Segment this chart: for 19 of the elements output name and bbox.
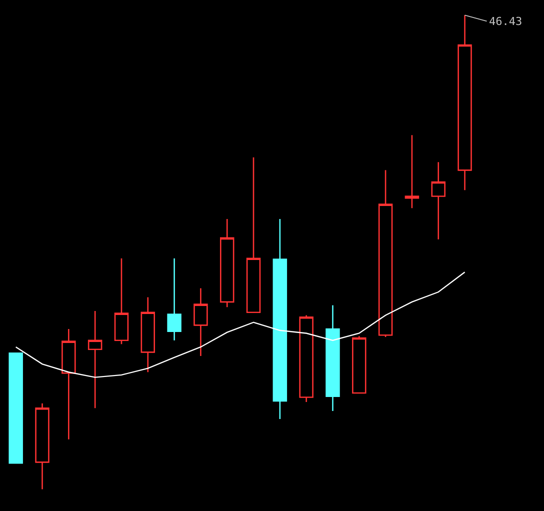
candlestick	[272, 218, 288, 420]
candlestick	[114, 258, 129, 345]
candlestick	[431, 161, 446, 240]
candlestick	[299, 314, 314, 403]
candlestick	[352, 335, 366, 394]
candlestick	[194, 288, 208, 357]
candlestick	[35, 402, 50, 490]
candlestick	[458, 14, 472, 191]
candlestick	[88, 310, 102, 409]
candlestick	[167, 258, 182, 341]
candlestick	[62, 328, 76, 440]
candlestick	[404, 134, 420, 209]
candlestick	[8, 352, 23, 464]
candlestick	[220, 218, 234, 308]
candlestick	[378, 170, 393, 338]
text: 46.43	[489, 15, 522, 28]
candlestick	[140, 296, 155, 373]
candlestick	[246, 156, 261, 314]
candlestick	[326, 304, 340, 412]
